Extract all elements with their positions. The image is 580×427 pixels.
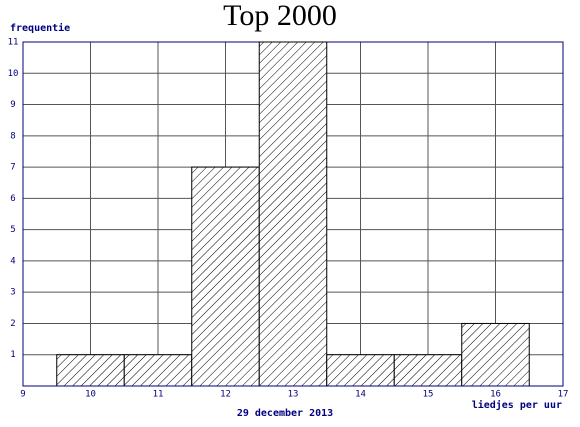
bar: [123, 354, 193, 387]
chart-subtitle: 29 december 2013: [237, 408, 333, 419]
x-tick-label: 14: [355, 390, 366, 400]
y-tick-label: 6: [10, 194, 15, 204]
y-tick-label: 10: [8, 69, 19, 79]
x-tick-label: 10: [85, 390, 96, 400]
chart-title: Top 2000: [223, 0, 337, 32]
bar: [393, 354, 463, 387]
x-tick-label: 9: [20, 390, 25, 400]
x-tick-label: 13: [288, 390, 299, 400]
y-tick-label: 11: [8, 38, 19, 48]
x-tick-label: 17: [558, 390, 569, 400]
y-tick-label: 4: [10, 256, 15, 266]
y-tick-label: 1: [10, 350, 15, 360]
y-axis-label: frequentie: [10, 22, 70, 34]
x-axis-label: liedjes per uur: [472, 399, 562, 411]
x-tick-label: 16: [490, 390, 501, 400]
bar: [326, 354, 395, 387]
x-tick-label: 12: [220, 390, 231, 400]
bar: [191, 166, 260, 387]
y-tick-label: 5: [10, 225, 15, 235]
x-tick-label: 11: [153, 390, 164, 400]
y-tick-label: 2: [10, 319, 15, 329]
bar: [56, 354, 125, 387]
y-tick-label: 8: [10, 131, 15, 141]
y-tick-label: 7: [10, 163, 15, 173]
y-tick-label: 3: [10, 288, 15, 298]
bar: [461, 322, 530, 387]
x-tick-label: 15: [423, 390, 434, 400]
y-tick-label: 9: [10, 100, 15, 110]
bar: [258, 41, 328, 387]
